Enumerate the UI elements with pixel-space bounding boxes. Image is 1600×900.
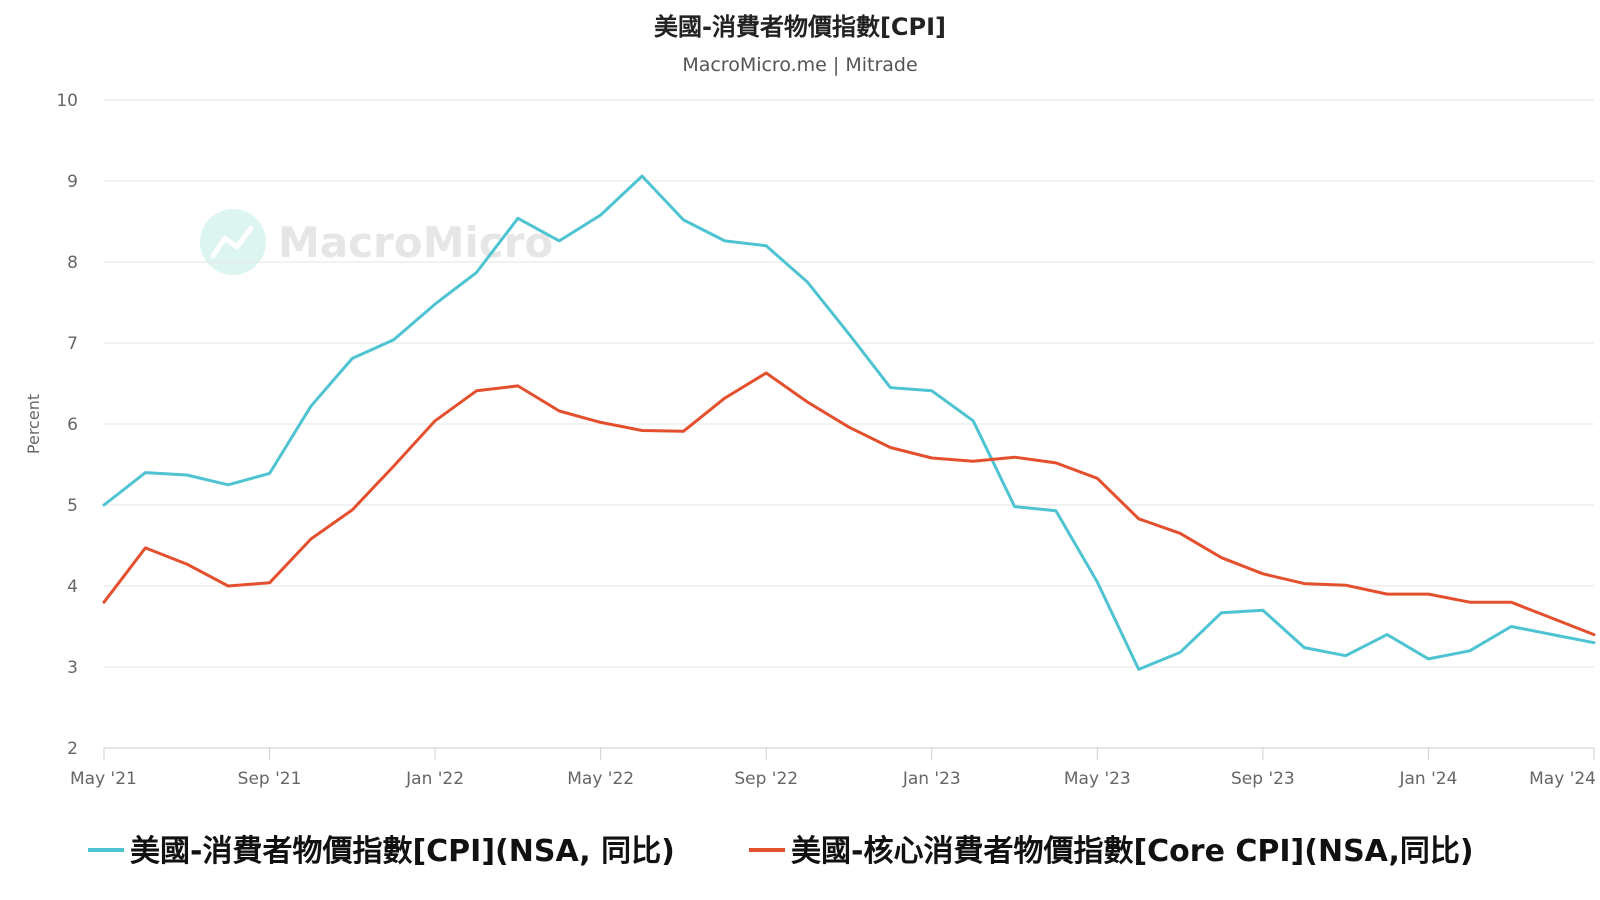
y-tick-label: 9 xyxy=(67,172,78,192)
x-tick-label: Sep '22 xyxy=(734,769,798,789)
legend-item-cpi[interactable]: 美國-消費者物價指數[CPI](NSA, 同比) xyxy=(88,834,675,869)
y-tick-label: 10 xyxy=(56,91,78,111)
series-line-core-cpi[interactable] xyxy=(102,371,1596,637)
legend: 美國-消費者物價指數[CPI](NSA, 同比) 美國-核心消費者物價指數[Co… xyxy=(88,834,1474,869)
y-tick-label: 8 xyxy=(67,253,78,273)
legend-label-cpi: 美國-消費者物價指數[CPI](NSA, 同比) xyxy=(130,834,675,869)
grid-lines xyxy=(104,99,1594,749)
y-tick-label: 4 xyxy=(67,577,78,597)
x-tick-label: Sep '21 xyxy=(238,769,302,789)
x-tick-label: May '21 xyxy=(70,769,137,789)
y-axis-label: Percent xyxy=(24,394,43,454)
x-tick-label: Jan '24 xyxy=(1398,769,1457,789)
x-tick-label: May '23 xyxy=(1064,769,1131,789)
x-tick-label: May '24 xyxy=(1529,769,1596,789)
legend-label-core-cpi: 美國-核心消費者物價指數[Core CPI](NSA,同比) xyxy=(791,834,1474,869)
y-tick-label: 2 xyxy=(67,739,78,759)
legend-item-core-cpi[interactable]: 美國-核心消費者物價指數[Core CPI](NSA,同比) xyxy=(749,834,1474,869)
macromicro-watermark: MacroMicro xyxy=(200,209,553,275)
watermark-text: MacroMicro xyxy=(278,218,553,267)
x-axis: May '21 Sep '21 Jan '22 May '22 Sep '22 Jan '… xyxy=(70,748,1596,789)
watermark-chart-icon xyxy=(210,225,254,259)
y-tick-label: 3 xyxy=(67,658,78,678)
y-tick-label: 6 xyxy=(67,415,78,435)
y-tick-label: 7 xyxy=(67,334,78,354)
series-lines xyxy=(102,174,1596,671)
x-tick-label: Jan '22 xyxy=(405,769,464,789)
y-tick-label: 5 xyxy=(67,496,78,516)
chart-subtitle: MacroMicro.me | Mitrade xyxy=(682,54,917,76)
chart-title: 美國-消費者物價指數[CPI] xyxy=(654,13,946,41)
x-tick-label: Sep '23 xyxy=(1231,769,1295,789)
x-tick-label: Jan '23 xyxy=(902,769,961,789)
series-line-cpi[interactable] xyxy=(102,174,1596,671)
x-tick-label: May '22 xyxy=(567,769,634,789)
y-axis: 2 3 4 5 6 7 8 9 10 xyxy=(56,91,78,759)
